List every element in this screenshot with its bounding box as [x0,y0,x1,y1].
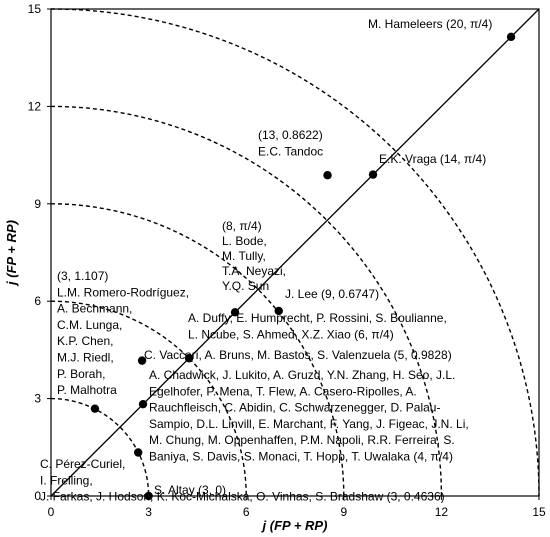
reference-arcs [50,8,540,497]
reference-arc [50,8,540,497]
x-tick-label: 12 [435,505,449,519]
y-tick-label: 9 [34,197,41,211]
plot-frame [50,8,540,497]
x-tick-label: 6 [243,505,250,519]
point-label: (8, π/4) L. Bode, M. Tully, T.A. Neyazi, Y.Q… [222,219,286,293]
point-label: (3, 1.107) L.M. Romero-Rodríguez, A. Bechm… [57,269,189,397]
data-point [144,491,153,501]
x-tick-label: 3 [145,505,152,519]
y-tick-label: 6 [34,294,41,308]
data-point [230,308,240,317]
data-point [368,170,378,179]
x-tick-label: 15 [532,505,546,519]
point-label: S. Altay (3, 0) [154,483,226,497]
data-points [90,32,516,501]
x-tick-label: 9 [340,505,347,519]
point-label: A. Chadwick, J. Lukito, A. Gruzd, Y.N. Z… [149,368,469,464]
x-tick-label: 0 [48,505,55,519]
data-point [506,32,516,42]
y-tick-label: 3 [34,392,41,406]
data-point [138,399,148,409]
y-axis-ticks: 0 3 6 9 12 15 [28,2,51,503]
point-label: (13, 0.8622) E.C. Tandoc [258,128,323,158]
point-label: E.K. Vraga (14, π/4) [379,152,486,166]
point-label: M. Hameleers (20, π/4) [368,17,492,31]
y-tick-label: 15 [28,2,42,16]
x-axis-label: j (FP + RP) [261,518,328,533]
reference-arc [50,105,443,497]
point-label: C. Pérez-Curiel, I. Freiling, J. Farkas, J… [40,457,445,504]
point-labels: M. Hameleers (20, π/4) (13, 0.8622) E.C. T… [40,17,492,504]
x-axis-ticks: 0 3 6 9 12 15 [48,496,546,519]
reference-arc [50,300,247,497]
point-label: C. Vaccari, A. Bruns, M. Bastos, S. Vale… [144,348,452,362]
data-point [323,171,332,180]
point-label: J. Lee (9, 0.6747) [285,287,379,301]
data-point [133,448,143,457]
y-axis-label: j (FP + RP) [4,220,19,287]
data-point [137,356,147,365]
data-point [184,354,194,363]
y-tick-label: 12 [28,99,42,113]
y-tick-label: 0 [34,489,41,503]
diagonal-line [50,8,540,497]
data-point [274,306,283,316]
point-label: A. Duffy, E. Humprecht, P. Rossini, S. B… [188,311,447,341]
data-point [90,404,100,413]
